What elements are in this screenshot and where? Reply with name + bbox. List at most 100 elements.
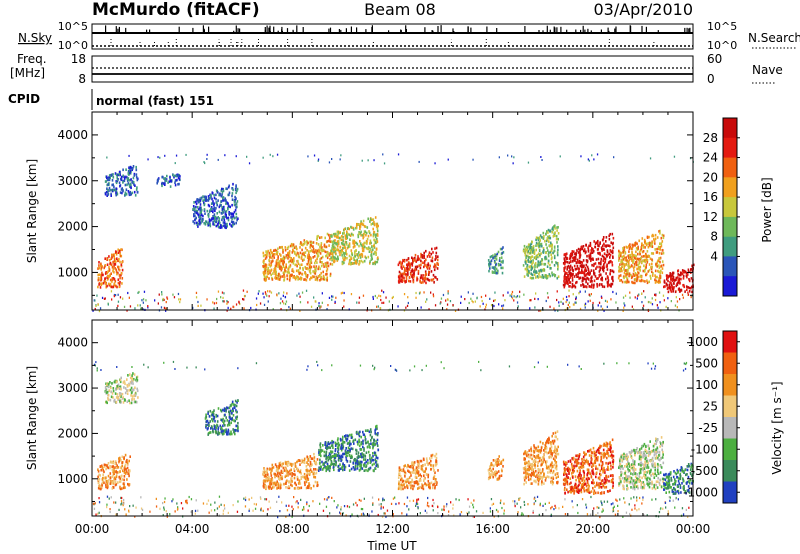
scatter-cell xyxy=(584,306,586,309)
scatter-cell xyxy=(672,276,675,279)
scatter-cell xyxy=(127,170,130,173)
scatter-cell xyxy=(539,275,541,279)
scatter-cell xyxy=(523,244,526,248)
scatter-cell xyxy=(516,502,518,505)
scatter-cell xyxy=(110,263,113,267)
scatter-cell xyxy=(304,278,306,281)
scatter-cell xyxy=(290,483,292,487)
scatter-cell xyxy=(593,507,595,510)
scatter-cell xyxy=(279,252,281,256)
scatter-cell xyxy=(373,159,375,162)
scatter-cell xyxy=(109,465,111,468)
scatter-cell xyxy=(228,211,230,214)
scatter-cell xyxy=(331,233,333,237)
scatter-cell xyxy=(201,219,203,222)
scatter-cell xyxy=(571,267,573,271)
scatter-cell xyxy=(270,262,272,265)
scatter-cell xyxy=(223,292,225,295)
scatter-cell xyxy=(207,412,209,415)
scatter-cell xyxy=(623,306,625,309)
scatter-cell xyxy=(291,258,294,262)
scatter-cell xyxy=(482,511,484,514)
scatter-cell xyxy=(98,266,101,270)
scatter-cell xyxy=(406,258,408,262)
scatter-cell xyxy=(104,257,106,260)
scatter-cell xyxy=(638,508,640,511)
scatter-cell xyxy=(604,299,607,302)
scatter-cell xyxy=(230,216,232,219)
scatter-cell xyxy=(641,237,644,240)
scatter-cell xyxy=(305,278,308,282)
scatter-cell xyxy=(673,279,675,282)
scatter-cell xyxy=(116,385,119,388)
colorbar-swatch xyxy=(723,256,737,277)
scatter-cell xyxy=(202,195,204,198)
scatter-cell xyxy=(378,294,380,297)
scatter-cell xyxy=(119,470,121,473)
scatter-cell xyxy=(549,244,551,248)
scatter-cell xyxy=(195,499,197,502)
scatter-cell xyxy=(594,245,597,249)
scatter-cell xyxy=(634,261,637,264)
scatter-cell xyxy=(310,470,313,473)
scatter-cell xyxy=(235,216,238,219)
scatter-cell xyxy=(266,294,268,297)
scatter-cell xyxy=(221,193,223,196)
scatter-cell xyxy=(583,272,585,275)
scatter-cell xyxy=(264,253,267,257)
scatter-cell xyxy=(529,246,532,249)
scatter-cell xyxy=(163,298,165,301)
scatter-cell xyxy=(174,181,176,184)
scatter-cell xyxy=(255,503,257,506)
scatter-cell xyxy=(231,412,233,415)
scatter-cell xyxy=(406,269,408,272)
scatter-cell xyxy=(468,301,470,305)
scatter-cell xyxy=(124,177,126,180)
scatter-cell xyxy=(556,241,558,244)
scatter-cell xyxy=(420,263,422,267)
scatter-cell xyxy=(117,481,119,484)
scatter-cell xyxy=(673,286,675,289)
scatter-cell xyxy=(330,249,332,253)
scatter-cell xyxy=(377,224,379,228)
scatter-cell xyxy=(188,495,190,499)
scatter-cell xyxy=(314,278,317,281)
scatter-cell xyxy=(599,268,601,272)
scatter-cell xyxy=(361,244,364,248)
scatter-cell xyxy=(301,291,304,294)
scatter-cell xyxy=(313,270,316,274)
scatter-cell xyxy=(225,187,227,190)
scatter-cell xyxy=(344,237,347,240)
scatter-cell xyxy=(116,393,119,396)
scatter-cell xyxy=(215,197,217,201)
scatter-cell xyxy=(163,361,165,364)
scatter-cell xyxy=(368,231,371,235)
scatter-cell xyxy=(625,280,627,284)
scatter-cell xyxy=(303,278,305,281)
scatter-cell xyxy=(275,270,277,274)
scatter-cell xyxy=(638,267,641,271)
scatter-cell xyxy=(377,256,379,259)
scatter-cell xyxy=(275,274,277,278)
scatter-cell xyxy=(601,249,603,252)
scatter-cell xyxy=(226,201,229,205)
scatter-cell xyxy=(101,273,103,277)
scatter-cell xyxy=(331,252,334,255)
scatter-cell xyxy=(197,300,199,304)
scatter-cell xyxy=(174,368,176,370)
scatter-cell xyxy=(428,270,430,274)
scatter-cell xyxy=(165,309,167,312)
scatter-cell xyxy=(584,290,586,293)
y-tick-label: 2000 xyxy=(57,220,88,234)
scatter-cell xyxy=(292,243,295,246)
scatter-cell xyxy=(609,272,611,275)
scatter-cell xyxy=(357,253,359,257)
scatter-cell xyxy=(233,216,235,220)
scatter-cell xyxy=(569,285,571,288)
scatter-cell xyxy=(222,420,224,423)
scatter-cell xyxy=(352,228,355,231)
scatter-cell xyxy=(274,248,277,252)
scatter-cell xyxy=(374,262,376,266)
scatter-cell xyxy=(578,292,580,295)
scatter-cell xyxy=(435,265,437,269)
